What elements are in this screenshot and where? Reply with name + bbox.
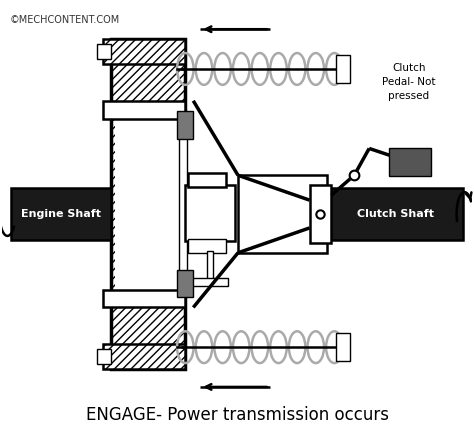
Bar xyxy=(192,278,228,286)
Text: ENGAGE- Power transmission occurs: ENGAGE- Power transmission occurs xyxy=(85,406,389,424)
Bar xyxy=(115,119,182,290)
Bar xyxy=(337,333,350,361)
Bar xyxy=(97,44,111,59)
Bar xyxy=(185,185,235,241)
Bar xyxy=(177,111,193,138)
Bar xyxy=(111,39,185,369)
Bar xyxy=(179,127,187,282)
Text: Engine Shaft: Engine Shaft xyxy=(21,209,101,219)
Bar xyxy=(103,101,185,119)
Bar xyxy=(207,251,213,281)
Text: Clutch
Pedal- Not
pressed: Clutch Pedal- Not pressed xyxy=(382,63,436,101)
Bar xyxy=(188,173,226,187)
Text: Clutch Shaft: Clutch Shaft xyxy=(357,209,435,219)
Bar xyxy=(97,349,111,364)
Bar xyxy=(238,175,328,253)
Bar xyxy=(103,39,185,64)
Bar xyxy=(329,188,463,240)
Bar xyxy=(337,55,350,83)
Bar xyxy=(310,185,331,243)
Bar xyxy=(103,290,185,307)
Bar xyxy=(188,239,226,253)
Bar xyxy=(11,188,111,240)
Bar xyxy=(177,270,193,297)
Bar xyxy=(389,148,431,176)
Text: ©MECHCONTENT.COM: ©MECHCONTENT.COM xyxy=(9,15,120,25)
Bar xyxy=(103,344,185,369)
